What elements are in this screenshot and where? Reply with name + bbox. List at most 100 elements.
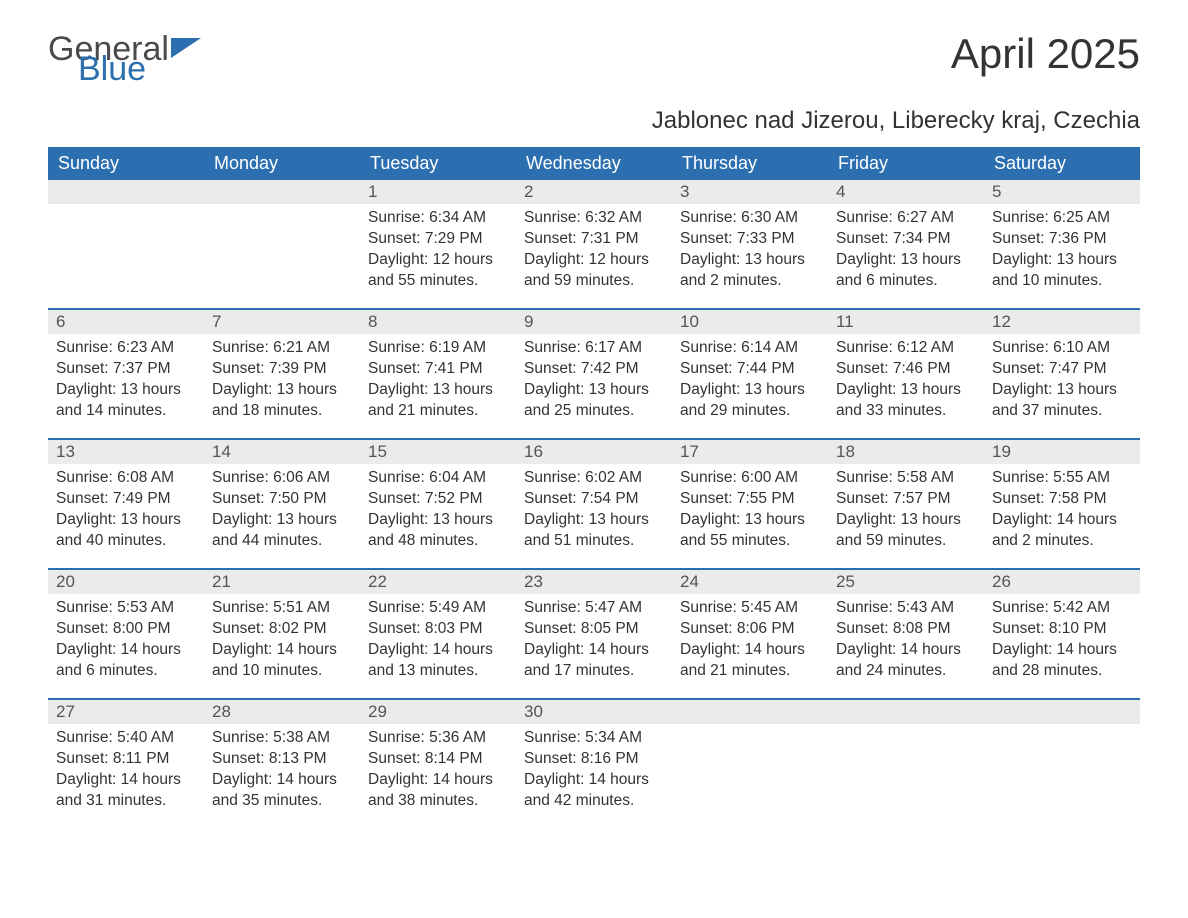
- daylight-text-2: and 14 minutes.: [56, 401, 196, 422]
- daylight-text-2: and 48 minutes.: [368, 531, 508, 552]
- sunset-text: Sunset: 8:14 PM: [368, 749, 508, 770]
- daylight-text-2: and 6 minutes.: [56, 661, 196, 682]
- day-number: 17: [672, 440, 828, 464]
- sunrise-text: Sunrise: 6:10 AM: [992, 338, 1132, 359]
- day-header: Wednesday: [516, 147, 672, 180]
- day-number: 4: [828, 180, 984, 204]
- sunset-text: Sunset: 8:11 PM: [56, 749, 196, 770]
- daylight-text-1: Daylight: 14 hours: [524, 770, 664, 791]
- sunset-text: Sunset: 7:39 PM: [212, 359, 352, 380]
- daylight-text-2: and 2 minutes.: [680, 271, 820, 292]
- day-header: Friday: [828, 147, 984, 180]
- daylight-text-1: Daylight: 14 hours: [524, 640, 664, 661]
- day-info: Sunrise: 5:40 AMSunset: 8:11 PMDaylight:…: [48, 724, 204, 812]
- daylight-text-2: and 55 minutes.: [680, 531, 820, 552]
- day-number: 6: [48, 310, 204, 334]
- day-cell: 6Sunrise: 6:23 AMSunset: 7:37 PMDaylight…: [48, 310, 204, 438]
- day-number: 13: [48, 440, 204, 464]
- title-block: April 2025: [951, 30, 1140, 78]
- sunrise-text: Sunrise: 6:30 AM: [680, 208, 820, 229]
- sunrise-text: Sunrise: 6:04 AM: [368, 468, 508, 489]
- day-cell: 15Sunrise: 6:04 AMSunset: 7:52 PMDayligh…: [360, 440, 516, 568]
- day-number: 15: [360, 440, 516, 464]
- day-number: 27: [48, 700, 204, 724]
- daylight-text-1: Daylight: 14 hours: [992, 640, 1132, 661]
- daylight-text-1: Daylight: 14 hours: [56, 770, 196, 791]
- day-number: 20: [48, 570, 204, 594]
- week-row: 6Sunrise: 6:23 AMSunset: 7:37 PMDaylight…: [48, 308, 1140, 438]
- sunset-text: Sunset: 7:54 PM: [524, 489, 664, 510]
- daylight-text-2: and 40 minutes.: [56, 531, 196, 552]
- day-info: Sunrise: 6:04 AMSunset: 7:52 PMDaylight:…: [360, 464, 516, 552]
- day-number: [672, 700, 828, 724]
- sunset-text: Sunset: 8:08 PM: [836, 619, 976, 640]
- day-info: Sunrise: 5:47 AMSunset: 8:05 PMDaylight:…: [516, 594, 672, 682]
- day-cell: 28Sunrise: 5:38 AMSunset: 8:13 PMDayligh…: [204, 700, 360, 828]
- sunrise-text: Sunrise: 5:53 AM: [56, 598, 196, 619]
- day-header: Monday: [204, 147, 360, 180]
- sunrise-text: Sunrise: 5:36 AM: [368, 728, 508, 749]
- day-info: Sunrise: 5:45 AMSunset: 8:06 PMDaylight:…: [672, 594, 828, 682]
- daylight-text-2: and 17 minutes.: [524, 661, 664, 682]
- sunrise-text: Sunrise: 6:19 AM: [368, 338, 508, 359]
- day-header: Sunday: [48, 147, 204, 180]
- daylight-text-1: Daylight: 13 hours: [524, 510, 664, 531]
- daylight-text-2: and 59 minutes.: [524, 271, 664, 292]
- day-info: Sunrise: 6:06 AMSunset: 7:50 PMDaylight:…: [204, 464, 360, 552]
- sunset-text: Sunset: 8:00 PM: [56, 619, 196, 640]
- day-number: 9: [516, 310, 672, 334]
- day-info: Sunrise: 5:43 AMSunset: 8:08 PMDaylight:…: [828, 594, 984, 682]
- daylight-text-2: and 10 minutes.: [212, 661, 352, 682]
- sunset-text: Sunset: 7:47 PM: [992, 359, 1132, 380]
- sunrise-text: Sunrise: 5:34 AM: [524, 728, 664, 749]
- sunrise-text: Sunrise: 6:02 AM: [524, 468, 664, 489]
- day-number: 25: [828, 570, 984, 594]
- daylight-text-2: and 21 minutes.: [680, 661, 820, 682]
- sunrise-text: Sunrise: 6:27 AM: [836, 208, 976, 229]
- day-number: 12: [984, 310, 1140, 334]
- empty-cell: [984, 700, 1140, 828]
- daylight-text-2: and 24 minutes.: [836, 661, 976, 682]
- daylight-text-2: and 37 minutes.: [992, 401, 1132, 422]
- day-cell: 2Sunrise: 6:32 AMSunset: 7:31 PMDaylight…: [516, 180, 672, 308]
- daylight-text-2: and 33 minutes.: [836, 401, 976, 422]
- daylight-text-2: and 31 minutes.: [56, 791, 196, 812]
- empty-cell: [204, 180, 360, 308]
- week-row: 1Sunrise: 6:34 AMSunset: 7:29 PMDaylight…: [48, 180, 1140, 308]
- day-cell: 1Sunrise: 6:34 AMSunset: 7:29 PMDaylight…: [360, 180, 516, 308]
- calendar: Sunday Monday Tuesday Wednesday Thursday…: [48, 147, 1140, 828]
- daylight-text-2: and 28 minutes.: [992, 661, 1132, 682]
- day-info: Sunrise: 5:34 AMSunset: 8:16 PMDaylight:…: [516, 724, 672, 812]
- day-info: Sunrise: 6:25 AMSunset: 7:36 PMDaylight:…: [984, 204, 1140, 292]
- sunset-text: Sunset: 8:06 PM: [680, 619, 820, 640]
- sunrise-text: Sunrise: 5:47 AM: [524, 598, 664, 619]
- sunrise-text: Sunrise: 6:12 AM: [836, 338, 976, 359]
- day-cell: 30Sunrise: 5:34 AMSunset: 8:16 PMDayligh…: [516, 700, 672, 828]
- sunrise-text: Sunrise: 5:43 AM: [836, 598, 976, 619]
- month-title: April 2025: [951, 30, 1140, 78]
- day-number: 1: [360, 180, 516, 204]
- sunrise-text: Sunrise: 5:55 AM: [992, 468, 1132, 489]
- day-header: Saturday: [984, 147, 1140, 180]
- day-cell: 14Sunrise: 6:06 AMSunset: 7:50 PMDayligh…: [204, 440, 360, 568]
- daylight-text-1: Daylight: 13 hours: [56, 380, 196, 401]
- daylight-text-2: and 44 minutes.: [212, 531, 352, 552]
- day-number: 14: [204, 440, 360, 464]
- daylight-text-1: Daylight: 12 hours: [524, 250, 664, 271]
- day-cell: 18Sunrise: 5:58 AMSunset: 7:57 PMDayligh…: [828, 440, 984, 568]
- sunset-text: Sunset: 8:16 PM: [524, 749, 664, 770]
- day-header: Thursday: [672, 147, 828, 180]
- day-cell: 19Sunrise: 5:55 AMSunset: 7:58 PMDayligh…: [984, 440, 1140, 568]
- sunset-text: Sunset: 8:10 PM: [992, 619, 1132, 640]
- day-info: Sunrise: 6:34 AMSunset: 7:29 PMDaylight:…: [360, 204, 516, 292]
- daylight-text-1: Daylight: 13 hours: [992, 380, 1132, 401]
- day-number: 16: [516, 440, 672, 464]
- day-cell: 3Sunrise: 6:30 AMSunset: 7:33 PMDaylight…: [672, 180, 828, 308]
- daylight-text-2: and 6 minutes.: [836, 271, 976, 292]
- sunrise-text: Sunrise: 6:08 AM: [56, 468, 196, 489]
- day-info: Sunrise: 6:17 AMSunset: 7:42 PMDaylight:…: [516, 334, 672, 422]
- day-cell: 22Sunrise: 5:49 AMSunset: 8:03 PMDayligh…: [360, 570, 516, 698]
- daylight-text-2: and 10 minutes.: [992, 271, 1132, 292]
- day-cell: 27Sunrise: 5:40 AMSunset: 8:11 PMDayligh…: [48, 700, 204, 828]
- day-number: 5: [984, 180, 1140, 204]
